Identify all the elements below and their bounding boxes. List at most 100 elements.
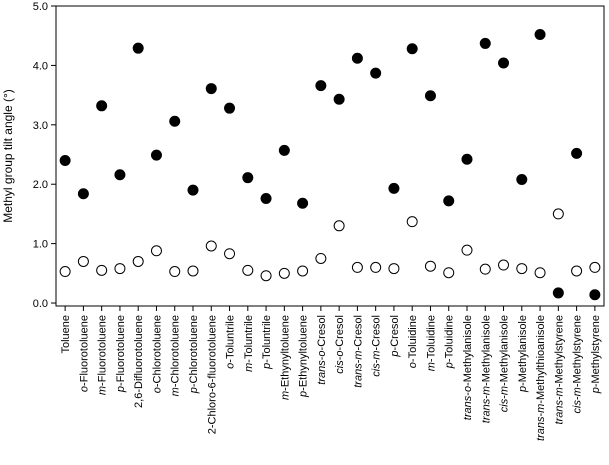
x-category-label: p-Toluidine (444, 315, 456, 369)
x-category-label: trans-o-Cresol (316, 315, 328, 385)
data-point-open (388, 263, 400, 275)
data-point-open (571, 265, 583, 277)
x-category-label-part: -Methylanisole (480, 315, 492, 386)
x-category-label-part: -Toluntrile (243, 315, 255, 363)
x-category-label-part: cis (572, 399, 584, 413)
x-category-label-part: m (243, 363, 255, 372)
data-point-open (59, 266, 71, 278)
x-category-label: p-Toluntrile (261, 315, 273, 370)
x-category-label-part: p (389, 350, 401, 357)
x-category-label-part: - (480, 395, 492, 399)
x-category-label-part: p (188, 387, 200, 394)
x-category-label-part: - (371, 359, 383, 363)
data-point-open (534, 267, 546, 279)
x-category-label-part: -Cresol (352, 315, 364, 350)
x-category-label: p-Ethynyltoluene (298, 315, 310, 398)
x-category-label-part: o (316, 350, 328, 356)
x-category-label-part: m (97, 386, 109, 395)
x-category-label-part: m (553, 387, 565, 396)
x-category-label-part: -Cresol (334, 315, 346, 350)
data-point-open (187, 265, 199, 277)
x-category-label-part: -Toluntrile (261, 315, 273, 363)
x-category-label: p-Chlorotoluene (188, 315, 200, 394)
x-category-label-part: m (499, 386, 511, 395)
x-category-label: 2,6-Difluorotoluene (133, 315, 145, 408)
x-category-label-part: -Chlorotoluene (188, 315, 200, 387)
x-category-label-part: o (78, 386, 90, 392)
x-category-label-part: -Ethynyltoluene (279, 315, 291, 391)
y-tick-label: 5.0 (33, 1, 48, 13)
data-point-filled (150, 149, 162, 161)
y-tick-label: 0.0 (33, 298, 48, 310)
data-point-filled (315, 80, 327, 92)
plot-frame (55, 5, 605, 307)
data-point-open (169, 266, 181, 278)
x-category-label-part: trans (352, 363, 364, 388)
x-category-label-part: 2,6-Difluorotoluene (133, 315, 145, 408)
x-category-label-part: -Methylthioanisole (535, 315, 547, 404)
data-point-open (96, 264, 108, 276)
x-category-label: cis-m-Methylstyrene (572, 315, 584, 413)
x-category-label-part: -Toluidine (444, 315, 456, 362)
x-category-label: o-Chlorotoluene (151, 315, 163, 393)
x-category-label-part: o (407, 362, 419, 368)
data-point-filled (169, 115, 181, 127)
data-point-open (315, 252, 327, 264)
data-point-open (351, 261, 363, 273)
x-category-label-part: - (334, 356, 346, 360)
x-category-label-part: - (535, 413, 547, 417)
plot-area (55, 5, 605, 307)
data-point-filled (461, 153, 473, 165)
data-point-open (278, 267, 290, 279)
x-category-label-part: o (462, 386, 474, 392)
x-category-label-part: trans (553, 399, 565, 424)
y-axis: 0.0 1.0 2.0 3.0 4.0 5.0 (33, 1, 56, 310)
x-category-label-part: -Methylanisole (462, 315, 474, 386)
x-category-label-part: -Methylstyrene (572, 315, 584, 387)
x-category-label: m-Fluorotoluene (97, 315, 109, 395)
data-point-open (150, 245, 162, 257)
x-category-label-part: 2-Chloro-6-fluorotoluene (206, 315, 218, 434)
x-category-label-part: m (480, 386, 492, 395)
x-category-label-part: - (572, 396, 584, 400)
x-category-label-part: -Chlorotoluene (170, 315, 182, 387)
data-point-filled (59, 154, 71, 166)
data-point-open (77, 255, 89, 267)
data-point-open (443, 267, 455, 279)
x-category-label-part: m (535, 404, 547, 413)
x-category-label-part: m (425, 362, 437, 371)
x-category-label-part: m (572, 387, 584, 396)
x-category-label-part: -Toluidine (407, 315, 419, 362)
data-point-filled (351, 52, 363, 64)
data-point-filled (406, 43, 418, 55)
data-point-filled (205, 83, 217, 95)
data-point-filled (77, 188, 89, 200)
x-category-label: m-Toluntrile (243, 315, 255, 372)
x-category-label: p-Methylanisole (517, 315, 529, 393)
data-point-open (242, 264, 254, 276)
x-category-label-part: m (371, 350, 383, 359)
x-category-label-part: -Cresol (389, 315, 401, 350)
x-category-label-part: -Ethynyltoluene (298, 315, 310, 391)
x-category-label-part: p (261, 363, 273, 370)
x-category-label-part: -Methylstyrene (590, 315, 602, 387)
x-category-label: trans-o-Methylanisole (462, 315, 474, 420)
data-point-filled (224, 102, 236, 114)
x-category-label-part: o (225, 363, 237, 369)
data-point-open (516, 263, 528, 275)
x-category-label-part: p (590, 387, 602, 394)
data-point-filled (333, 93, 345, 105)
x-category-label: 2-Chloro-6-fluorotoluene (206, 315, 218, 434)
data-point-open (498, 259, 510, 271)
y-tick-label: 3.0 (33, 120, 48, 132)
x-category-label-part: p (298, 391, 310, 398)
data-point-filled (96, 100, 108, 112)
x-category-label-part: trans (462, 395, 474, 420)
x-category-label-part: m (170, 387, 182, 396)
x-category-label-part: - (462, 392, 474, 396)
data-point-filled (424, 90, 436, 102)
x-category-label-part: m (352, 350, 364, 359)
data-point-filled (571, 147, 583, 159)
x-category-label: Toluene (60, 315, 72, 354)
y-axis-title: Methyl group tilt angle (°) (1, 89, 15, 223)
